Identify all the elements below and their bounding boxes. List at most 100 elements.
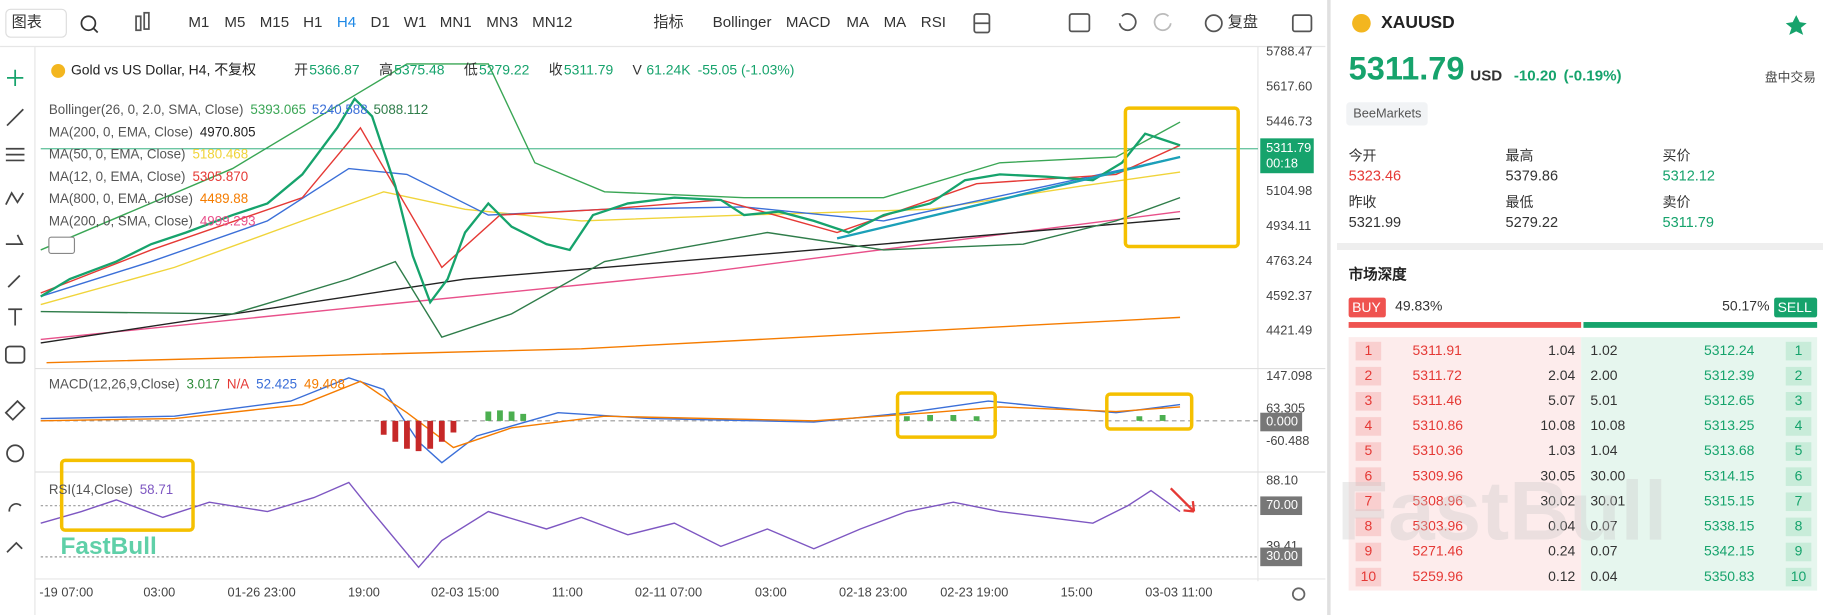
ask-volume: 30.00 [1590,467,1625,483]
ask-index: 1 [1795,342,1803,358]
stat-label: 昨收 [1349,194,1377,210]
price-series [40,63,1181,364]
stat-label: 卖价 [1663,194,1691,210]
indicator-button[interactable]: MACD [786,14,831,31]
timeframe[interactable]: D1 [371,14,390,31]
buy-ratio-bar [1348,322,1582,328]
timeframe[interactable]: H4 [337,14,356,31]
indicators-button[interactable]: 指标 [653,14,683,31]
ask-index-bg [1785,517,1812,537]
stat-label: 最低 [1506,194,1534,210]
bid-index: 8 [1365,518,1373,534]
ask-index-bg [1785,392,1812,411]
timeframe[interactable]: MN12 [532,14,572,31]
macd-tick: 147.098 [1266,368,1312,383]
bid-index-bg [1355,417,1382,436]
indicator-button[interactable]: MA [884,14,908,31]
stat-value: 5279.22 [1506,215,1558,231]
bid-index-bg [1355,567,1382,587]
ask-volume: 0.07 [1590,518,1617,534]
bid-price: 5259.96 [1413,568,1464,584]
ask-volume: 30.01 [1590,492,1625,508]
search-icon[interactable] [80,15,97,32]
overlay-label: MA(800, 0, EMA, Close) [49,191,193,206]
timeframe[interactable]: M5 [224,14,245,31]
legend-text: -55.05 (-1.03%) [698,62,795,78]
bid-index-bg [1355,517,1382,537]
ask-index-bg [1785,366,1812,386]
highlight-box [59,458,195,532]
timeframe[interactable]: MN3 [486,14,518,31]
macd-value: 52.425 [256,376,297,391]
macd-value: 49.408 [304,376,345,391]
bid-index: 4 [1365,417,1373,433]
legend-text: 5311.79 [564,62,614,78]
timeframe[interactable]: MN1 [440,14,472,31]
bid-index-bg [1355,442,1382,461]
bid-price: 5310.36 [1413,442,1464,458]
timeframe[interactable]: M1 [188,14,209,31]
indicator-button[interactable]: RSI [921,14,946,31]
bid-price: 5311.72 [1413,367,1463,383]
time-tick: 02-18 23:00 [839,584,907,599]
bid-volume: 2.04 [1548,367,1575,383]
time-tick: 02-23 19:00 [940,584,1008,599]
ask-volume: 0.07 [1590,543,1617,559]
stat-value: 5321.99 [1349,215,1401,231]
ask-index-bg [1785,341,1812,361]
bid-price: 5271.46 [1413,543,1464,559]
rsi-level-badge [1260,547,1303,567]
search-icon [92,27,99,34]
bid-volume: 30.02 [1540,492,1575,508]
change: -10.20 [1514,68,1557,85]
buy-label: BUY [1352,299,1381,315]
stat-value: 5323.46 [1349,169,1401,185]
indicator-button[interactable]: Bollinger [713,14,772,31]
price-tick: 4763.24 [1266,253,1312,268]
ask-price: 5315.15 [1704,492,1755,508]
timeframe[interactable]: H1 [303,14,322,31]
indicator-button[interactable]: MA [846,14,870,31]
legend-text: Gold vs US Dollar, H4, 不复权 [71,62,256,78]
rsi-value: 58.71 [140,482,173,497]
ask-volume: 1.02 [1590,342,1617,358]
bid-index: 5 [1365,442,1373,458]
timeframe[interactable]: M15 [260,14,289,31]
bid-index: 10 [1361,568,1377,584]
ask-price: 5312.65 [1704,392,1755,408]
bid-bg [1348,337,1582,591]
chart-menu[interactable]: 图表 [12,14,42,31]
ask-price: 5342.15 [1704,543,1755,559]
time-tick: 03:00 [755,584,787,599]
overlay-value: 5088.112 [373,102,428,117]
time-tick: 15:00 [1061,584,1093,599]
rsi-level: 30.00 [1266,548,1298,563]
ask-index: 7 [1795,492,1803,508]
toolbar-icons [135,11,1313,34]
overlay-label: MA(50, 0, EMA, Close) [49,147,186,162]
macd-tick: -60.488 [1266,433,1309,448]
ask-index: 9 [1795,543,1803,559]
menu-box[interactable] [5,8,67,38]
price-tick: 5788.47 [1266,44,1312,59]
legend-text: 高 [379,62,393,78]
ask-volume: 2.00 [1590,367,1617,383]
bid-price: 5310.86 [1413,417,1464,433]
timeframe[interactable]: W1 [404,14,427,31]
settings-icon[interactable] [1291,587,1306,601]
broker-badge [1346,102,1428,126]
ask-price: 5313.68 [1704,442,1755,458]
favorite-icon[interactable] [1785,15,1807,35]
legend-text: 5366.87 [309,62,360,78]
replay-button[interactable]: 复盘 [1228,13,1258,31]
ask-index: 3 [1795,392,1803,408]
collapse-button[interactable] [48,236,76,255]
bid-index-bg [1355,341,1382,361]
legend-text: 5375.48 [394,62,445,78]
bid-volume: 0.04 [1548,518,1575,534]
highlight-box [1105,392,1194,431]
bid-index: 1 [1365,342,1373,358]
watermark: FastBull [1337,463,1667,557]
time-tick: 19:00 [348,584,380,599]
bid-index: 7 [1365,492,1373,508]
